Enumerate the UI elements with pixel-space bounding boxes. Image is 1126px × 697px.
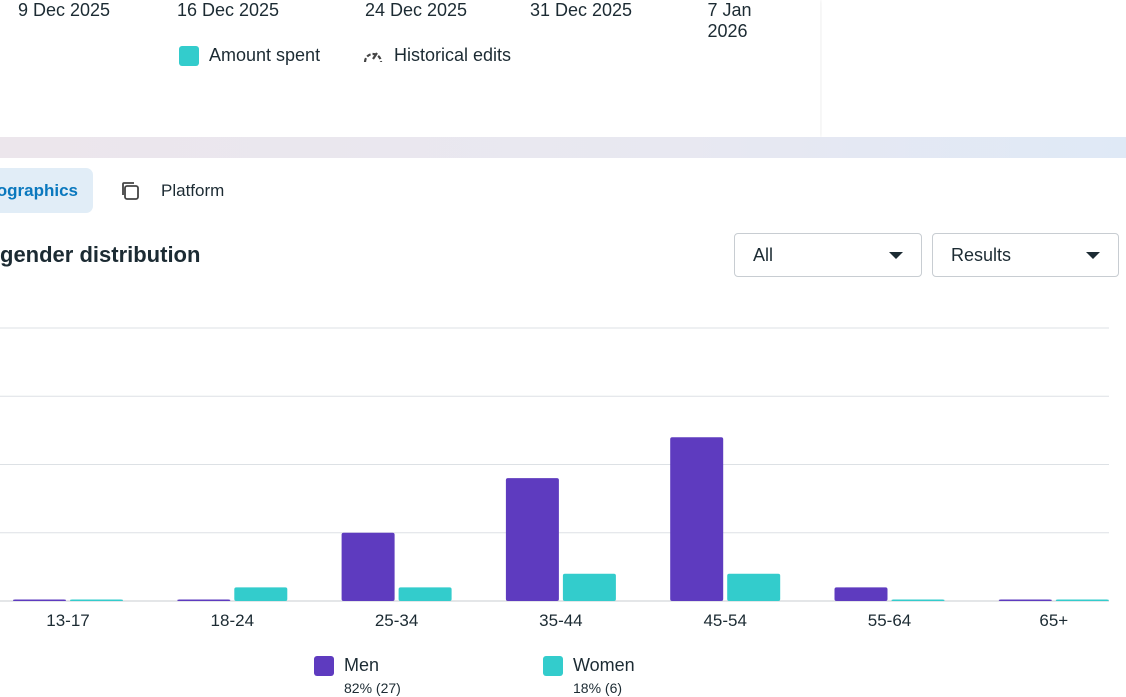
section-title: gender distribution <box>0 242 201 267</box>
legend-label: Historical edits <box>394 45 512 65</box>
x-tick: 7 Jan 2026 <box>707 0 752 41</box>
bar-women-45-54 <box>727 573 781 601</box>
bar-men-45-54 <box>670 437 724 601</box>
x-tick: 24 Dec 2025 <box>364 0 468 20</box>
x-tick: 31 Dec 2025 <box>529 0 633 20</box>
x-tick: 9 Dec 2025 <box>17 0 111 20</box>
tab-label: ographics <box>0 180 78 200</box>
bar-men-35-44 <box>505 478 559 601</box>
caret-down-icon <box>889 251 903 259</box>
bar-women-18-24 <box>234 587 288 601</box>
tab-label: Platform <box>161 180 225 200</box>
x-tick-label: 25-34 <box>375 611 418 630</box>
legend-label: Women <box>573 655 635 675</box>
bar-women-65+ <box>1055 599 1109 601</box>
x-tick-label: 55-64 <box>868 611 911 630</box>
bar-men-25-34 <box>341 532 395 601</box>
bar-men-18-24 <box>177 599 231 601</box>
legend-summary: 82% (27) <box>344 680 401 696</box>
divider <box>0 137 1126 158</box>
bar-men-65+ <box>998 599 1052 601</box>
legend-summary: 18% (6) <box>573 680 623 696</box>
tab-platform[interactable]: Platform <box>119 168 224 213</box>
tab-demographics[interactable]: ographics <box>0 168 93 213</box>
caret-down-icon <box>1086 251 1100 259</box>
x-tick-label: 65+ <box>1039 611 1068 630</box>
amount-spent-card: 9 Dec 2025 16 Dec 2025 24 Dec 2025 31 De… <box>0 0 820 137</box>
bar-women-25-34 <box>398 587 452 601</box>
legend-men[interactable]: Men 82% (27) <box>314 655 401 696</box>
x-tick-label: 13-17 <box>46 611 89 630</box>
metric-dropdown[interactable]: Results <box>932 233 1119 277</box>
audience-dropdown[interactable]: All <box>734 233 922 277</box>
x-tick-label: 18-24 <box>211 611 254 630</box>
bar-men-55-64 <box>834 587 888 601</box>
swatch <box>543 656 563 676</box>
gender-age-chart: 13-17 18-24 25-34 35-44 45-54 55-64 65+ <box>0 327 1109 630</box>
legend-label: Men <box>344 655 380 675</box>
dropdown-value: Results <box>951 244 1012 265</box>
bar-men-13-17 <box>13 599 66 601</box>
bar-women-13-17 <box>70 599 123 601</box>
x-tick: 16 Dec 2025 <box>176 0 280 20</box>
copy-icon <box>122 181 139 200</box>
bar-women-55-64 <box>891 599 945 601</box>
swatch <box>314 656 334 676</box>
x-tick-label: 35-44 <box>539 611 582 630</box>
legend-amount-spent[interactable]: Amount spent <box>179 45 320 66</box>
bar-women-35-44 <box>562 573 616 601</box>
swatch <box>179 45 199 66</box>
legend-historical-edits[interactable]: Historical edits <box>362 45 511 66</box>
dropdown-value: All <box>753 244 774 265</box>
side-panel <box>822 0 1126 137</box>
legend-label: Amount spent <box>209 45 321 65</box>
legend-women[interactable]: Women 18% (6) <box>543 655 635 696</box>
gauge-icon <box>363 51 383 62</box>
x-tick-label: 45-54 <box>703 611 746 630</box>
